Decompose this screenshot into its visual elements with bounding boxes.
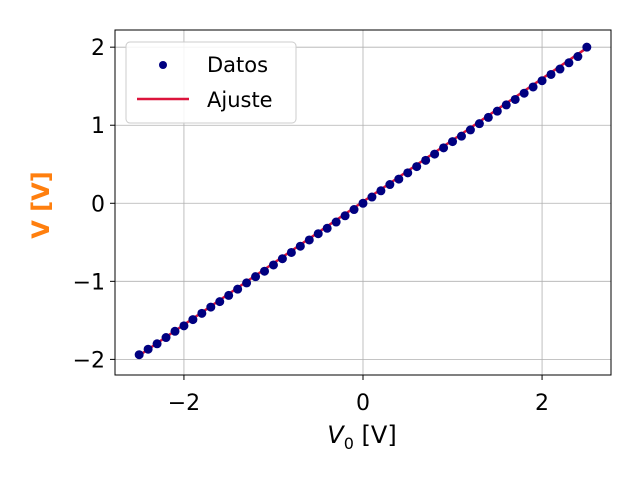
data-point (233, 284, 243, 294)
data-point (215, 297, 225, 307)
data-point (358, 198, 368, 208)
legend-box (125, 41, 297, 124)
y-ticks: −2 −1 0 1 2 (73, 36, 115, 373)
data-point (313, 229, 323, 239)
data-point (430, 149, 440, 159)
data-point (152, 339, 162, 349)
x-tick-label: 2 (535, 391, 549, 416)
data-point (385, 180, 395, 190)
data-point (349, 205, 359, 215)
data-point (322, 223, 332, 233)
data-point (421, 155, 431, 165)
legend-datos-label: Datos (207, 53, 268, 77)
data-point (277, 254, 287, 264)
data-point (519, 88, 529, 98)
data-point (188, 315, 198, 325)
data-point (483, 112, 493, 122)
data-point (295, 241, 305, 251)
data-point (394, 174, 404, 184)
y-tick-label: −2 (73, 348, 105, 373)
y-tick-label: 2 (91, 36, 105, 61)
data-points-group (134, 42, 592, 360)
data-point (456, 131, 466, 141)
data-point (224, 290, 234, 300)
legend-datos-marker (159, 61, 167, 69)
data-point (564, 58, 574, 68)
data-point (340, 211, 350, 221)
data-point (492, 106, 502, 116)
x-tick-label: 0 (356, 391, 370, 416)
data-point (304, 235, 314, 245)
data-point (134, 350, 144, 360)
data-point (170, 326, 180, 336)
data-point (465, 125, 475, 135)
data-point (582, 42, 592, 52)
data-point (555, 64, 565, 74)
data-point (412, 162, 422, 172)
data-point (179, 321, 189, 331)
data-point (510, 94, 520, 104)
x-tick-label: −2 (168, 391, 200, 416)
data-point (403, 168, 413, 178)
data-point (376, 186, 386, 196)
data-point (197, 308, 207, 318)
data-point (474, 119, 484, 129)
data-point (537, 76, 547, 86)
y-axis-label: V [V] (27, 171, 55, 238)
data-point (161, 333, 171, 343)
data-point (448, 137, 458, 147)
x-axis-label: V0 [V] (327, 421, 396, 453)
data-point (501, 100, 511, 110)
legend-ajuste-label: Ajuste (207, 88, 273, 112)
data-point (573, 52, 583, 62)
x-ticks: −2 0 2 (168, 375, 549, 416)
data-point (331, 217, 341, 227)
data-point (260, 266, 270, 276)
plot-content (134, 42, 592, 360)
data-point (143, 344, 153, 354)
y-tick-label: 0 (91, 192, 105, 217)
data-point (367, 192, 377, 202)
y-tick-label: −1 (73, 270, 105, 295)
data-point (251, 272, 261, 282)
data-point (268, 260, 278, 270)
data-point (286, 247, 296, 257)
y-tick-label: 1 (91, 114, 105, 139)
data-point (528, 82, 538, 92)
data-point (546, 69, 556, 79)
data-point (206, 302, 216, 312)
data-point (439, 143, 449, 153)
data-point (242, 278, 252, 288)
legend: Datos Ajuste (125, 41, 297, 124)
